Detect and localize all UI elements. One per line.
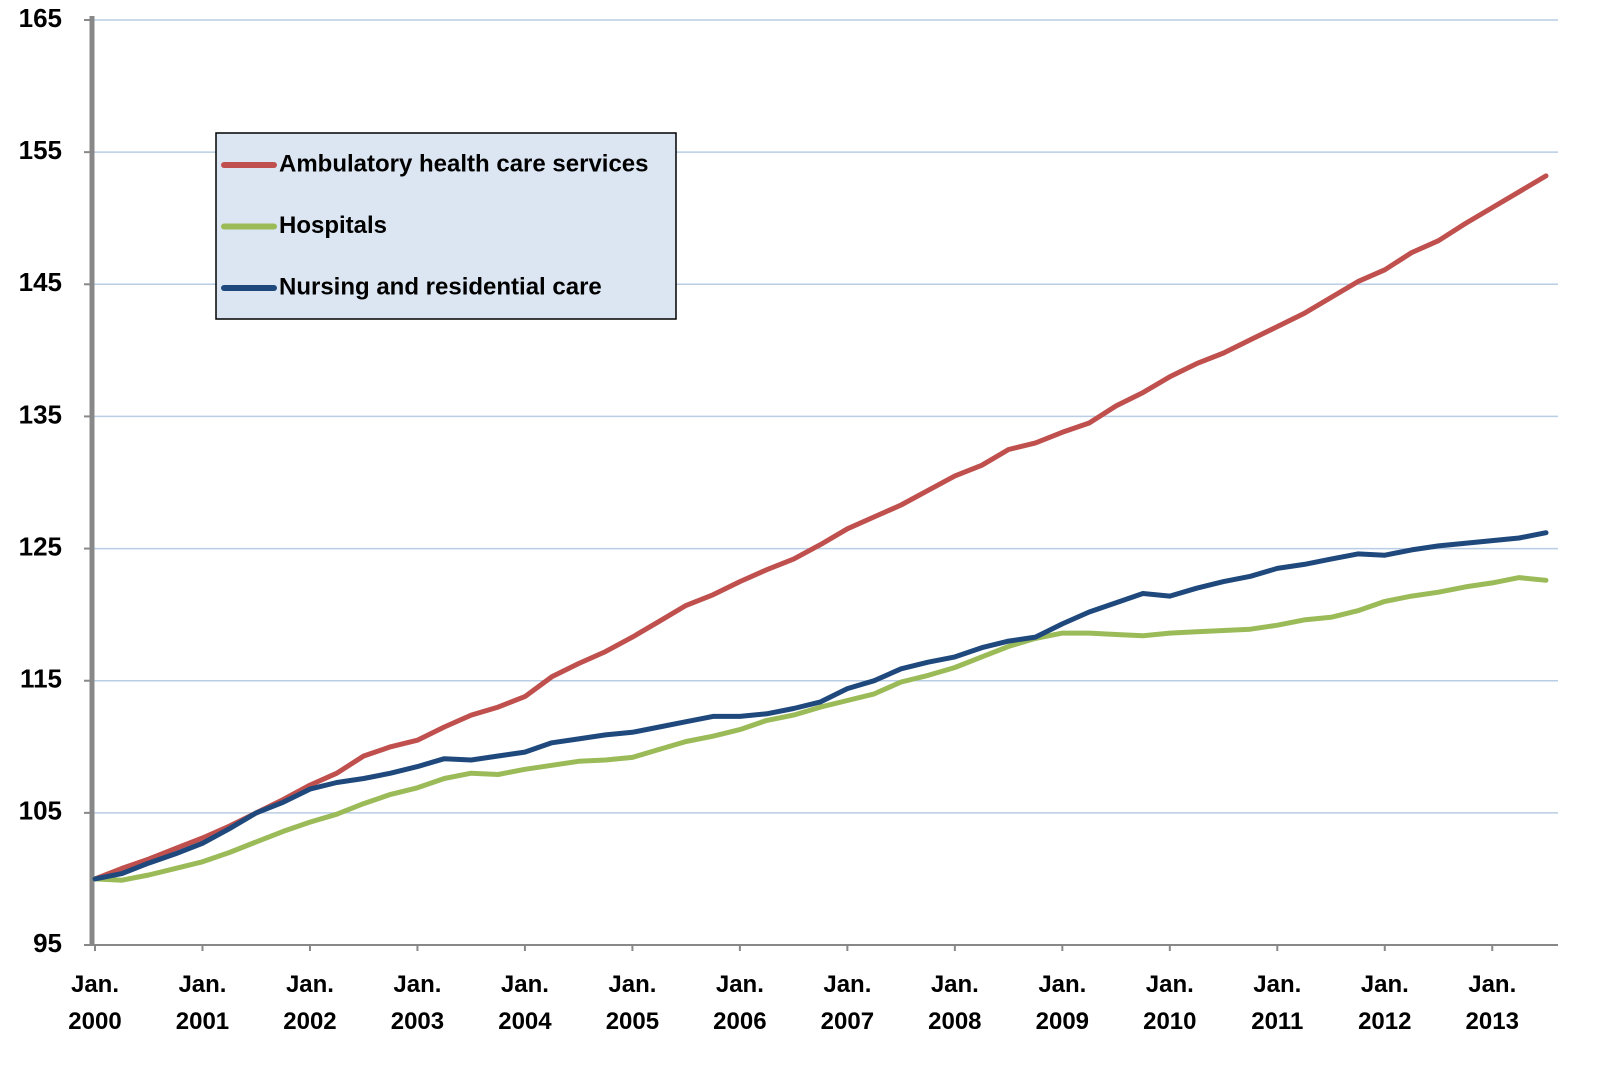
x-tick-label: Jan. 2010 <box>1143 971 1197 1035</box>
y-tick-label: 165 <box>19 3 62 33</box>
y-tick-label: 125 <box>19 531 62 561</box>
y-tick-label: 145 <box>19 267 62 297</box>
x-tick-label: Jan. 2012 <box>1358 971 1412 1035</box>
series-line <box>92 530 1549 882</box>
series-line <box>92 575 1549 883</box>
x-tick-label: Jan. 2003 <box>390 971 445 1035</box>
x-tick-label: Jan. 2000 <box>68 971 122 1035</box>
legend-box <box>215 132 677 320</box>
y-tick-label: 115 <box>20 664 62 694</box>
legend-label: Hospitals <box>279 212 387 239</box>
y-tick-label: 135 <box>19 399 62 429</box>
legend-label: Nursing and residential care <box>279 273 602 300</box>
x-tick-label: Jan. 2001 <box>175 971 230 1035</box>
x-tick-label: Jan. 2006 <box>713 971 767 1035</box>
x-tick-label: Jan. 2013 <box>1465 971 1519 1035</box>
x-tick-label: Jan. 2002 <box>283 971 337 1035</box>
legend: Ambulatory health care services Hospitals… <box>215 132 677 320</box>
y-tick-label: 95 <box>33 928 62 958</box>
x-tick-label: Jan. 2004 <box>498 971 552 1035</box>
x-tick-label: Jan. 2005 <box>605 971 660 1035</box>
x-tick-label: Jan. 2009 <box>1035 971 1090 1035</box>
y-tick-label: 155 <box>19 135 62 165</box>
x-tick-label: Jan. 2007 <box>820 971 875 1035</box>
y-tick-label: 105 <box>19 796 62 826</box>
x-tick-label: Jan. 2008 <box>928 971 982 1035</box>
legend-label: Ambulatory health care services <box>279 150 649 177</box>
series-line <box>92 173 1549 882</box>
x-tick-label: Jan. 2011 <box>1251 971 1304 1035</box>
